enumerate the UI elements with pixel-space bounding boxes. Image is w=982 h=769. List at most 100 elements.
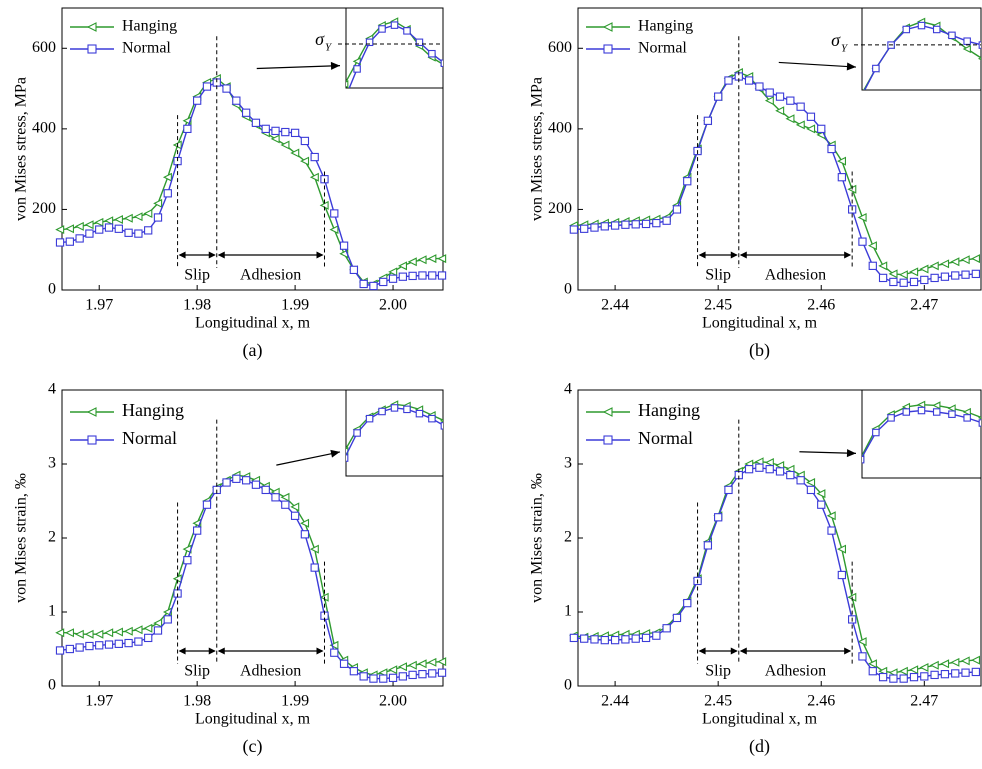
marker: [292, 544, 298, 550]
marker: [204, 555, 210, 561]
panel-label: (c): [243, 736, 263, 757]
marker: [254, 153, 260, 159]
marker: [516, 573, 522, 579]
marker: [329, 111, 335, 117]
marker: [898, 666, 908, 676]
marker: [751, 572, 757, 578]
panel-label: (b): [749, 340, 770, 361]
marker: [672, 613, 682, 623]
marker: [242, 565, 248, 571]
marker: [254, 564, 260, 570]
marker: [902, 25, 911, 34]
marker: [204, 567, 210, 573]
arrow-head: [208, 251, 216, 259]
marker: [812, 539, 818, 545]
x-tick-label: 2.46: [807, 693, 835, 710]
marker: [917, 400, 926, 409]
marker: [888, 269, 898, 279]
series-line: [863, 20, 981, 90]
marker: [339, 659, 349, 668]
series-line: [573, 75, 976, 284]
marker: [241, 108, 251, 117]
marker: [403, 27, 411, 35]
series-line: [862, 403, 981, 458]
marker: [569, 633, 579, 643]
marker: [603, 44, 613, 54]
x-axis-label: Longitudinal x, m: [195, 315, 311, 332]
marker: [267, 151, 273, 157]
marker: [675, 577, 681, 583]
marker: [516, 92, 522, 98]
marker: [428, 49, 436, 58]
marker: [951, 669, 960, 678]
marker: [251, 118, 261, 127]
marker: [417, 659, 427, 669]
y-tick-label: 0: [564, 281, 572, 298]
marker: [653, 592, 659, 598]
inset: [217, 17, 647, 220]
marker: [917, 406, 926, 415]
marker: [87, 44, 97, 54]
marker: [193, 526, 202, 535]
marker: [961, 668, 970, 677]
marker: [837, 173, 847, 182]
marker: [641, 593, 647, 599]
marker: [144, 633, 153, 643]
marker: [610, 635, 620, 645]
marker: [675, 575, 681, 581]
marker: [217, 169, 223, 175]
marker: [641, 191, 647, 197]
marker: [300, 530, 310, 539]
marker: [963, 37, 971, 45]
marker: [889, 277, 898, 287]
marker: [290, 148, 300, 158]
x-tick-label: 1.99: [281, 297, 309, 314]
y-tick-label: 200: [32, 200, 56, 217]
marker: [796, 102, 805, 111]
marker: [797, 554, 803, 560]
marker: [427, 254, 437, 264]
marker: [479, 69, 485, 75]
marker: [724, 76, 733, 85]
region-label: Adhesion: [240, 663, 301, 680]
marker: [271, 126, 280, 136]
marker: [837, 570, 847, 580]
marker: [868, 667, 877, 676]
marker: [398, 672, 407, 681]
y-tick-label: 1: [48, 603, 56, 620]
arrow-head: [208, 647, 216, 655]
marker: [603, 211, 609, 217]
marker: [310, 563, 319, 572]
marker: [437, 657, 447, 667]
marker: [932, 408, 941, 416]
marker: [816, 489, 826, 499]
marker: [329, 225, 339, 235]
marker: [94, 217, 104, 227]
marker: [940, 670, 950, 679]
marker: [744, 465, 754, 474]
y-axis-label: von Mises stress, MPa: [13, 77, 30, 221]
marker: [466, 441, 472, 447]
marker: [781, 165, 787, 171]
marker: [229, 156, 235, 162]
y-tick-label: 0: [564, 677, 572, 694]
legend-label: Hanging: [122, 18, 177, 35]
marker: [566, 595, 572, 601]
marker: [872, 64, 880, 73]
marker: [591, 214, 597, 220]
marker: [388, 673, 398, 683]
marker: [408, 670, 417, 680]
marker: [309, 544, 319, 554]
marker: [724, 485, 733, 495]
zoom-arrow: [799, 451, 857, 454]
marker: [977, 57, 981, 61]
marker: [797, 556, 803, 562]
marker: [960, 656, 970, 666]
marker: [764, 458, 774, 468]
marker: [644, 574, 650, 580]
marker: [415, 409, 424, 418]
marker: [920, 275, 929, 285]
marker: [418, 271, 427, 280]
marker: [104, 223, 114, 232]
marker: [842, 124, 848, 130]
